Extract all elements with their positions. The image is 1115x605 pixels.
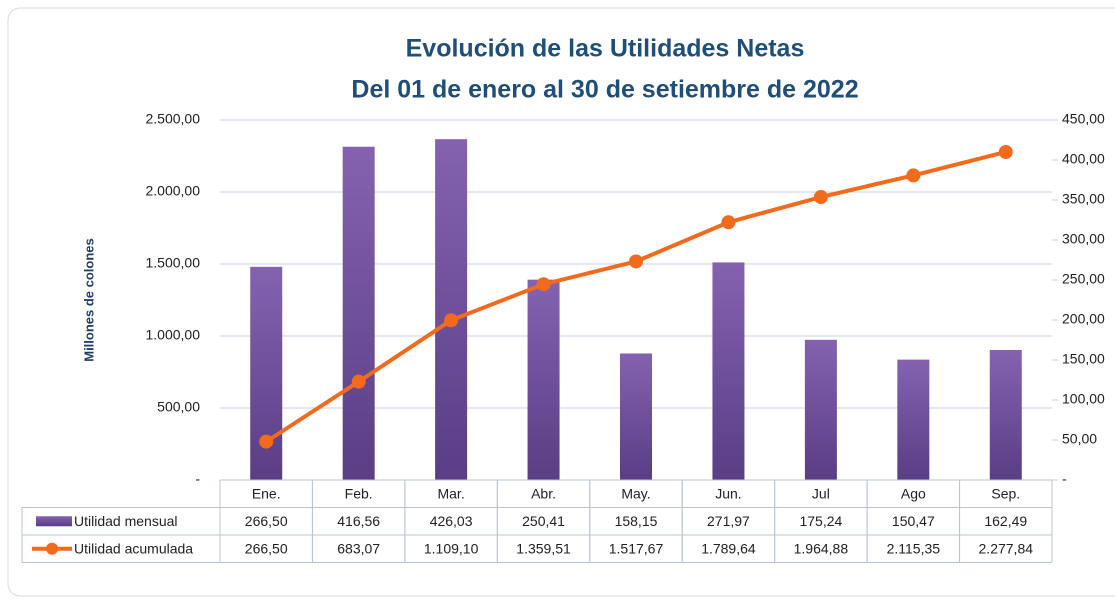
legend-key (46, 542, 58, 555)
y2-tick-label: 450,00 (1062, 111, 1105, 127)
table-cell (959, 534, 1053, 563)
table-value: 2.277,84 (979, 540, 1034, 556)
bar (342, 146, 375, 480)
y2-tick-label: 300,00 (1062, 231, 1105, 247)
x-tick-label: Jul (812, 485, 830, 501)
y-tick-label: 2.500,00 (146, 111, 201, 127)
x-tick-label: May. (621, 485, 650, 501)
y2-tick-label: 150,00 (1062, 351, 1105, 367)
line-marker (629, 254, 643, 269)
y2-tick-label: 100,00 (1062, 391, 1105, 407)
bar (804, 339, 837, 480)
table-value: 426,03 (430, 513, 473, 529)
table-value: 1.964,88 (794, 540, 849, 556)
table-value: 158,15 (615, 513, 658, 529)
table-value: 1.789,64 (701, 540, 756, 556)
table-value: 416,56 (337, 513, 380, 529)
bar (527, 279, 560, 480)
y-tick-label: 1.500,00 (146, 255, 201, 271)
x-tick-label: Feb. (345, 485, 373, 501)
x-tick-label: Ago (901, 485, 926, 501)
legend-label: Utilidad mensual (74, 513, 178, 529)
table-value: 1.109,10 (424, 540, 479, 556)
table-value: 1.517,67 (609, 540, 664, 556)
legend-key (36, 516, 72, 527)
line-marker (906, 168, 921, 183)
legend-label: Utilidad acumulada (74, 540, 193, 556)
y2-tick-label: 400,00 (1062, 151, 1105, 167)
line-marker (536, 277, 551, 292)
y-tick-label: 2.000,00 (146, 183, 201, 199)
line-marker (351, 374, 366, 389)
table-value: 175,24 (799, 513, 842, 529)
chart-title: Evolución de las Utilidades Netas (406, 35, 805, 63)
y2-tick-label: 350,00 (1062, 191, 1105, 207)
bar (712, 262, 745, 480)
y-tick-label: - (195, 471, 200, 487)
y2-tick-label: - (1062, 471, 1067, 487)
bar (897, 359, 930, 480)
x-tick-label: Mar. (437, 485, 464, 501)
line-marker (998, 144, 1013, 159)
table-value: 250,41 (522, 513, 565, 529)
card (7, 7, 1115, 597)
table-value: 2.115,35 (887, 540, 941, 556)
line-marker (813, 190, 828, 205)
table-value: 266,50 (245, 513, 288, 529)
table-value: 1.359,51 (516, 540, 571, 556)
y-axis-label: Millones de colones (81, 238, 96, 362)
x-tick-label: Jun. (715, 485, 741, 501)
y-tick-label: 1.000,00 (146, 327, 201, 343)
x-tick-label: Ene. (252, 485, 281, 501)
line-marker (444, 313, 459, 328)
table-value: 266,50 (245, 540, 288, 556)
y2-tick-label: 200,00 (1062, 311, 1105, 327)
table-value: 150,47 (892, 513, 935, 529)
bar (620, 353, 652, 480)
table-value: 683,07 (337, 540, 380, 556)
bar (435, 139, 468, 480)
bar (989, 350, 1022, 480)
line-marker (259, 434, 274, 449)
x-tick-label: Sep. (991, 485, 1020, 501)
y2-tick-label: 50,00 (1062, 431, 1097, 447)
y-tick-label: 500,00 (157, 399, 200, 415)
table-value: 162,49 (984, 513, 1027, 529)
line-marker (721, 215, 736, 230)
x-tick-label: Abr. (531, 485, 556, 501)
chart-subtitle: Del 01 de enero al 30 de setiembre de 20… (351, 76, 858, 104)
y2-tick-label: 250,00 (1062, 271, 1105, 287)
table-value: 271,97 (707, 513, 750, 529)
